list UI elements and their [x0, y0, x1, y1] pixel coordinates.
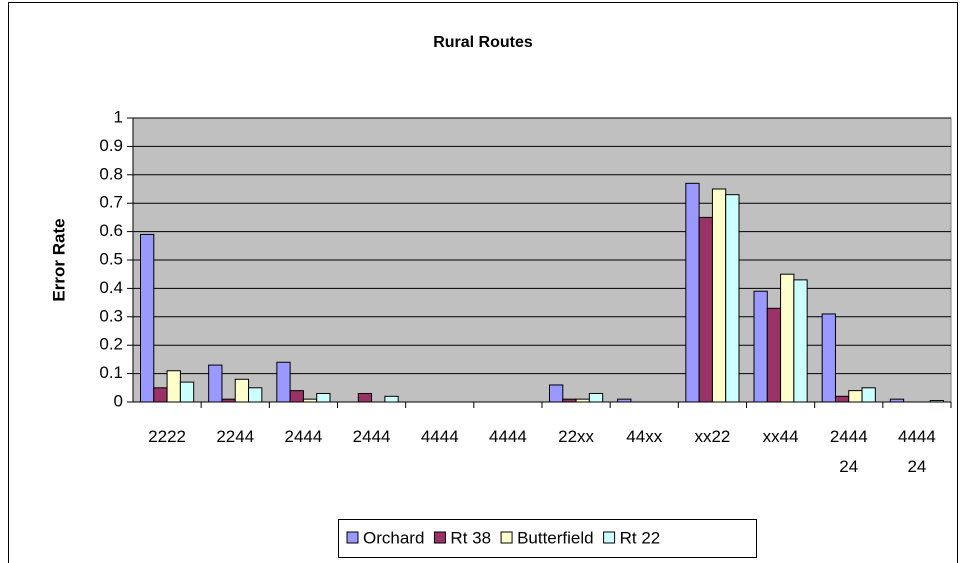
y-tick-label: 1 [114, 107, 123, 126]
y-axis-title: Error Rate [49, 218, 68, 301]
bar [357, 392, 373, 403]
x-tick-label: 2444 24 [829, 427, 868, 476]
bar [179, 381, 195, 403]
bar [711, 188, 727, 403]
legend-label: Rt 38 [450, 528, 491, 547]
x-tick-label: xx22 [694, 427, 731, 446]
legend-swatch [603, 531, 616, 544]
legend-swatch [433, 531, 446, 544]
y-tick-label: 0.3 [99, 306, 123, 325]
legend-box [338, 519, 757, 558]
bar [153, 387, 168, 403]
bar [208, 364, 223, 403]
x-tick-label: 4444 24 [897, 427, 936, 476]
bar [548, 384, 564, 403]
y-tick-label: 0.8 [99, 164, 123, 183]
bar [384, 395, 399, 403]
legend-label: Butterfield [517, 528, 594, 547]
legend-swatch [346, 531, 359, 544]
bar [562, 398, 577, 403]
bar [780, 273, 795, 403]
y-tick-label: 0.4 [99, 278, 123, 297]
chart-title: Rural Routes [433, 34, 533, 51]
y-tick-label: 0 [114, 391, 123, 410]
bar [248, 387, 263, 403]
y-tick-label: 0.9 [99, 136, 123, 155]
x-tick-label: 22xx [558, 427, 595, 446]
bar [861, 387, 876, 403]
bar [302, 398, 318, 403]
bar [221, 398, 236, 403]
bar [685, 182, 700, 403]
bar [316, 392, 331, 403]
bar [821, 313, 836, 403]
bar [834, 395, 850, 403]
bar [929, 400, 945, 403]
bar [588, 392, 604, 403]
bar [575, 398, 590, 403]
y-tick-label: 0.1 [99, 363, 123, 382]
x-tick-label: xx44 [762, 427, 799, 446]
bar [889, 398, 905, 403]
bar [698, 216, 713, 403]
legend-swatch [500, 531, 513, 544]
x-tick-label: 44xx [626, 427, 663, 446]
bar [234, 378, 250, 403]
x-tick-label: 2222 [148, 427, 186, 446]
bar [725, 194, 740, 403]
legend-label: Orchard [363, 528, 424, 547]
legend-label: Rt 22 [620, 528, 661, 547]
y-tick-label: 0.2 [99, 335, 123, 354]
bar [793, 279, 808, 403]
y-tick-label: 0.5 [99, 249, 123, 268]
y-tick-label: 0.7 [99, 193, 123, 212]
x-tick-label: 4444 [420, 427, 459, 446]
bar [617, 398, 632, 403]
bar [139, 233, 155, 403]
bar [166, 370, 181, 403]
x-tick-label: 4444 [488, 427, 527, 446]
bar [766, 307, 782, 403]
x-tick-label: 2444 [352, 427, 391, 446]
bar [276, 361, 291, 403]
x-tick-label: 2444 [284, 427, 323, 446]
bar [848, 390, 863, 403]
x-tick-label: 2244 [216, 427, 255, 446]
bar [753, 290, 768, 403]
y-tick-label: 0.6 [99, 221, 123, 240]
bar [289, 390, 304, 403]
